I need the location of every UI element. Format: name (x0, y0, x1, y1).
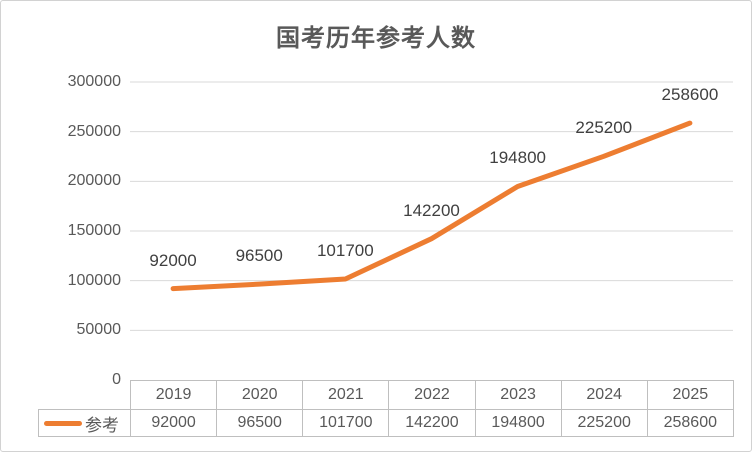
value-cell: 92000 (129, 409, 218, 437)
table-corner-cell (39, 381, 131, 410)
data-point-label: 101700 (316, 240, 374, 260)
year-header-cell: 2025 (646, 380, 734, 410)
value-cell: 194800 (474, 409, 562, 437)
y-axis-tick-label: 0 (112, 371, 121, 388)
data-point-label: 225200 (575, 118, 633, 138)
legend-cell: 参考 (38, 409, 131, 437)
y-axis-tick-label: 100000 (67, 271, 121, 289)
year-header-cell: 2021 (302, 380, 390, 410)
y-axis-tick-label: 200000 (67, 172, 121, 190)
y-axis-tick-label: 50000 (76, 321, 122, 339)
value-cell: 142200 (388, 409, 476, 437)
year-header-cell: 2022 (388, 380, 476, 410)
value-cell: 258600 (646, 409, 734, 437)
legend-line-icon (44, 420, 82, 426)
y-axis-tick-label: 250000 (67, 122, 121, 140)
value-cell: 96500 (216, 409, 304, 437)
data-point-label: 96500 (235, 246, 283, 266)
series-line (170, 120, 693, 292)
data-point-label: 258600 (661, 85, 719, 105)
y-axis-tick-label: 300000 (67, 73, 121, 90)
data-table: 2019 2020 2021 2022 2023 2024 2025 参考 92000 96500… (38, 380, 734, 437)
data-point-label: 142200 (403, 200, 460, 220)
value-cell: 101700 (302, 409, 390, 437)
data-point-label: 92000 (149, 250, 197, 270)
year-header-cell: 2020 (216, 380, 304, 410)
y-axis-tick-label: 150000 (67, 222, 121, 239)
chart-title: 国考历年参考人数 (276, 25, 476, 52)
year-header-cell: 2019 (129, 380, 218, 410)
legend-series-label: 参考 (85, 415, 119, 435)
year-header-cell: 2024 (560, 380, 648, 410)
value-cell: 225200 (560, 409, 648, 437)
year-header-cell: 2023 (474, 380, 562, 410)
data-point-label: 194800 (489, 148, 547, 168)
